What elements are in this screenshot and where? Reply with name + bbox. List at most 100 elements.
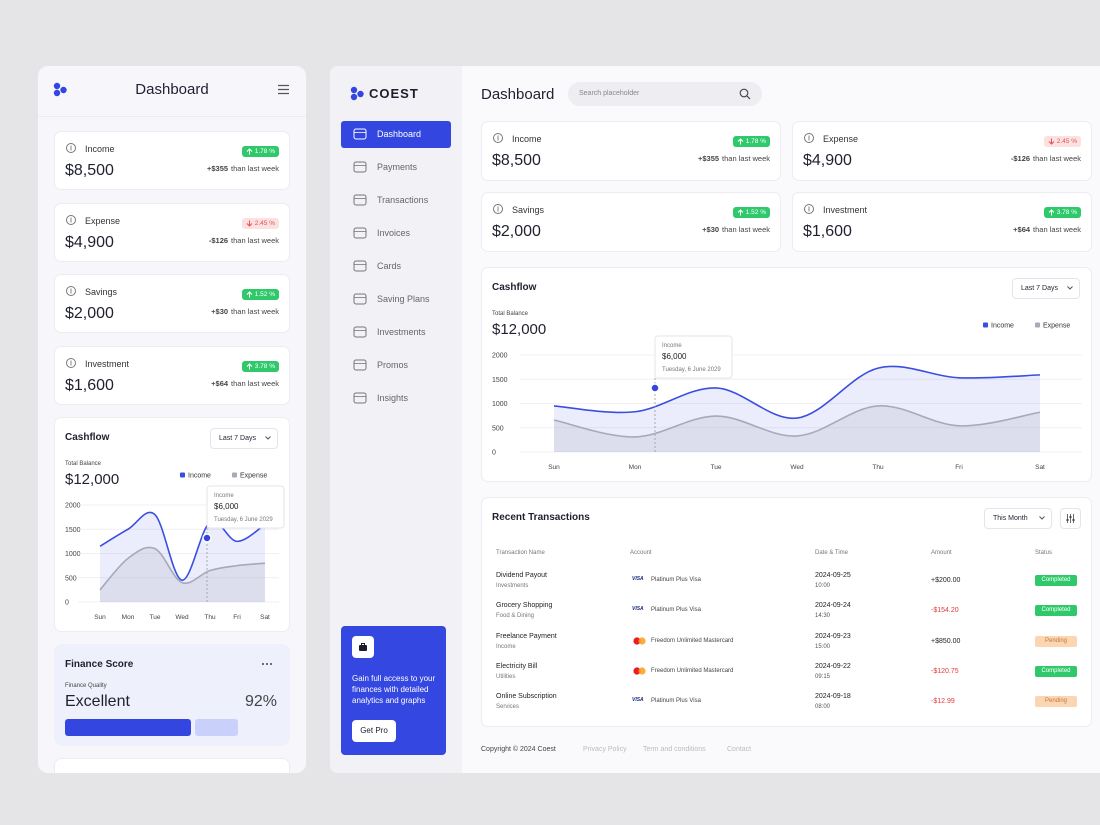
trend-arrow	[246, 363, 253, 370]
nav-icon	[353, 260, 367, 272]
date: 2024-09-23	[815, 632, 851, 640]
score-bar-rest	[195, 719, 238, 736]
stat-card	[481, 121, 781, 181]
date: 2024-09-25	[815, 572, 851, 579]
card-brand: VISA	[632, 606, 644, 613]
chart-title: Cashflow	[65, 432, 110, 443]
status-badge: Completed	[1035, 605, 1077, 617]
finance-title: Finance Score	[65, 659, 134, 670]
stat-value: $8,500	[492, 152, 541, 169]
page-title: Dashboard	[481, 86, 555, 103]
change-badge: 1.52 %	[241, 289, 279, 300]
icon	[1039, 516, 1045, 520]
footer-link[interactable]: Contact	[727, 746, 752, 753]
icon	[804, 204, 814, 214]
cashflow-card	[54, 417, 290, 632]
delta-period: than last week	[231, 164, 279, 173]
card-brand: VISA	[632, 697, 644, 704]
stat-label: Income	[512, 134, 542, 144]
transaction-name: Electricity Bill	[496, 662, 538, 670]
icon	[66, 358, 76, 368]
transaction-category: Income	[496, 643, 516, 650]
icon	[493, 204, 503, 214]
transaction-category: Food & Dining	[496, 613, 535, 620]
delta-value: +$355	[697, 154, 720, 163]
stat-value: $1,600	[803, 223, 852, 240]
brand: COEST	[369, 86, 419, 101]
trend-arrow	[246, 148, 253, 155]
nav-icon	[353, 293, 367, 305]
account: Freedom Unlimited Mastercard	[651, 667, 734, 674]
stat-card	[792, 121, 1092, 181]
stat-delta: +$30 than last week	[211, 308, 279, 316]
stat-card	[54, 131, 290, 190]
stat-delta: +$64 than last week	[1013, 226, 1081, 234]
mastercard-logo	[633, 667, 646, 675]
stat-label: Expense	[85, 216, 121, 226]
transaction-name: Online Subscription	[496, 693, 557, 701]
stat-value: $2,000	[65, 305, 114, 322]
nav-item[interactable]: Dashboard	[377, 129, 422, 139]
nav-item[interactable]: Transactions	[377, 195, 429, 205]
account: Platinum Plus Visa	[651, 698, 701, 705]
time: 08:00	[815, 704, 831, 711]
trend-arrow	[246, 291, 253, 298]
nav-item[interactable]: Invoices	[377, 228, 411, 238]
month-dropdown[interactable]: This Month	[984, 508, 1052, 529]
transactions-card	[481, 497, 1092, 727]
nav-item[interactable]: Payments	[377, 162, 418, 172]
next-card	[54, 758, 290, 773]
range-dropdown[interactable]: Last 7 Days	[210, 428, 278, 449]
delta-value: +$30	[211, 307, 229, 316]
logo	[350, 86, 364, 101]
stat-delta: +$30 than last week	[702, 226, 770, 234]
footer-link[interactable]: Privacy Policy	[583, 746, 627, 753]
cashflow-card	[481, 267, 1092, 482]
stat-value: $1,600	[65, 377, 114, 394]
delta-value: -$126	[1010, 154, 1031, 163]
transactions-title: Recent Transactions	[492, 512, 590, 523]
nav-icon	[353, 227, 367, 239]
time: 15:00	[815, 643, 831, 650]
search-box[interactable]	[568, 82, 762, 106]
score-bar	[65, 719, 191, 736]
column-header: Amount	[931, 550, 952, 556]
stat-value: $4,900	[65, 234, 114, 251]
nav-item[interactable]: Investments	[377, 327, 426, 337]
stat-delta: -$126 than last week	[209, 237, 279, 245]
account: Platinum Plus Visa	[651, 577, 701, 583]
mastercard-logo	[633, 636, 646, 645]
nav-active[interactable]	[341, 121, 451, 148]
transaction-category: Utilities	[496, 673, 516, 680]
filter-button[interactable]	[1060, 508, 1081, 529]
nav-icon	[353, 161, 367, 173]
trend-arrow	[246, 220, 253, 227]
status-badge: Pending	[1035, 635, 1077, 647]
nav-item[interactable]: Saving Plans	[377, 294, 430, 304]
nav-item[interactable]: Promos	[377, 360, 409, 370]
delta-period: than last week	[231, 307, 279, 316]
transaction-name: Freelance Payment	[496, 632, 557, 640]
trend-arrow	[737, 138, 744, 145]
delta-period: than last week	[231, 236, 279, 245]
column-header: Account	[630, 550, 652, 556]
delta-value: -$126	[208, 236, 229, 245]
trend-arrow	[1048, 209, 1055, 216]
account: Freedom Unlimited Mastercard	[651, 637, 734, 644]
search-icon	[739, 88, 751, 100]
stat-value: $8,500	[65, 162, 114, 179]
get-pro-button[interactable]: Get Pro	[352, 720, 396, 742]
nav-item[interactable]: Insights	[377, 393, 409, 403]
footer-link[interactable]: Term and conditions	[643, 746, 706, 753]
stat-delta: -$126 than last week	[1011, 155, 1081, 163]
icon	[66, 286, 76, 296]
more-icon	[262, 663, 272, 665]
range-dropdown[interactable]: Last 7 Days	[1012, 278, 1080, 299]
nav-item[interactable]: Cards	[377, 261, 402, 271]
delta-value: +$30	[702, 225, 720, 234]
menu-icon	[278, 84, 289, 95]
mobile-header-divider	[38, 116, 306, 117]
delta-period: than last week	[722, 225, 770, 234]
stat-label: Savings	[85, 287, 118, 297]
